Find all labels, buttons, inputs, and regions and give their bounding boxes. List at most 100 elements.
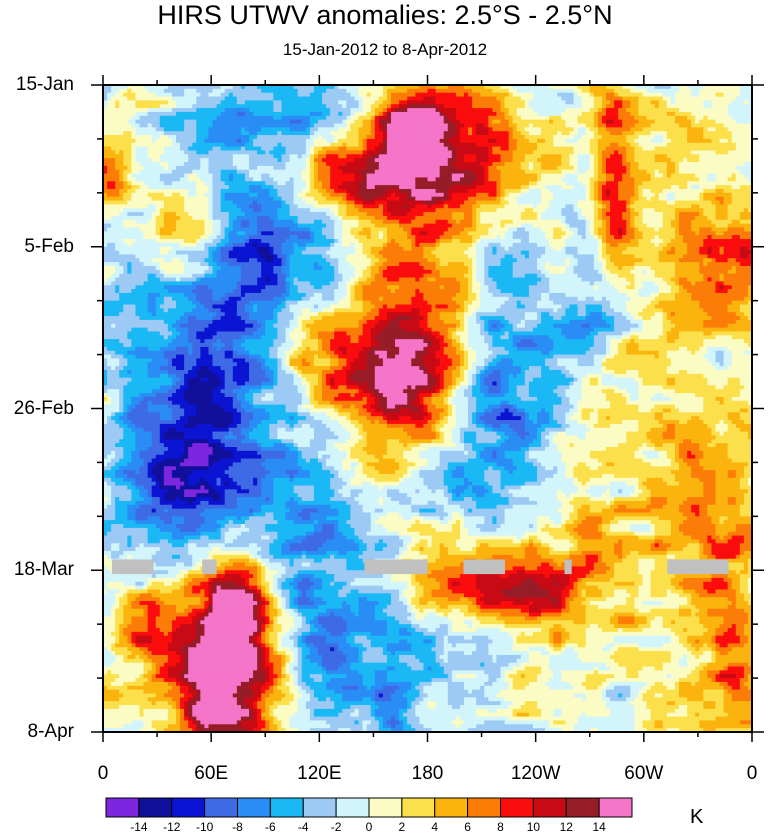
heatmap-cell bbox=[354, 120, 359, 124]
heatmap-cell bbox=[314, 93, 319, 97]
heatmap-cell bbox=[521, 100, 526, 104]
heatmap-cell bbox=[505, 89, 510, 93]
heatmap-cell bbox=[269, 112, 274, 116]
heatmap-cell bbox=[306, 89, 311, 93]
heatmap-cell bbox=[521, 127, 526, 131]
heatmap-cell bbox=[241, 100, 246, 104]
heatmap-cell bbox=[675, 89, 680, 93]
heatmap-cell bbox=[565, 89, 570, 93]
heatmap-cell bbox=[221, 97, 226, 101]
heatmap-cell bbox=[111, 97, 116, 101]
heatmap-cell bbox=[533, 89, 538, 93]
heatmap-cell bbox=[456, 93, 461, 97]
heatmap-cell bbox=[391, 93, 396, 97]
heatmap-cell bbox=[160, 112, 165, 116]
heatmap-cell bbox=[342, 131, 347, 135]
heatmap-cell bbox=[683, 116, 688, 120]
heatmap-cell bbox=[277, 100, 282, 104]
heatmap-cell bbox=[728, 108, 733, 112]
heatmap-cell bbox=[314, 89, 319, 93]
heatmap-cell bbox=[582, 108, 587, 112]
heatmap-cell bbox=[196, 131, 201, 135]
heatmap-cell bbox=[371, 120, 376, 124]
heatmap-cell bbox=[233, 116, 238, 120]
heatmap-cell bbox=[164, 89, 169, 93]
heatmap-cell bbox=[655, 108, 660, 112]
heatmap-cell bbox=[505, 124, 510, 128]
heatmap-cell bbox=[172, 104, 177, 108]
heatmap-cell bbox=[225, 120, 230, 124]
heatmap-cell bbox=[302, 127, 307, 131]
heatmap-cell bbox=[144, 120, 149, 124]
heatmap-cell bbox=[423, 97, 428, 101]
heatmap-cell bbox=[513, 89, 518, 93]
heatmap-cell bbox=[286, 100, 291, 104]
heatmap-cell bbox=[342, 120, 347, 124]
heatmap-cell bbox=[444, 104, 449, 108]
heatmap-cell bbox=[440, 124, 445, 128]
heatmap-cell bbox=[273, 127, 278, 131]
heatmap-cell bbox=[391, 97, 396, 101]
heatmap-cell bbox=[732, 93, 737, 97]
heatmap-cell bbox=[184, 116, 189, 120]
heatmap-cell bbox=[302, 124, 307, 128]
heatmap-cell bbox=[225, 97, 230, 101]
heatmap-cell bbox=[403, 124, 408, 128]
heatmap-cell bbox=[496, 97, 501, 101]
heatmap-cell bbox=[614, 100, 619, 104]
heatmap-cell bbox=[221, 100, 226, 104]
heatmap-cell bbox=[659, 89, 664, 93]
heatmap-cell bbox=[509, 100, 514, 104]
heatmap-cell bbox=[740, 120, 745, 124]
heatmap-cell bbox=[127, 89, 132, 93]
heatmap-cell bbox=[318, 89, 323, 93]
heatmap-cell bbox=[452, 100, 457, 104]
heatmap-cell bbox=[736, 108, 741, 112]
heatmap-cell bbox=[537, 120, 542, 124]
heatmap-cell bbox=[582, 104, 587, 108]
heatmap-cell bbox=[724, 120, 729, 124]
heatmap-cell bbox=[582, 120, 587, 124]
heatmap-cell bbox=[602, 124, 607, 128]
heatmap-cell bbox=[322, 104, 327, 108]
heatmap-cell bbox=[318, 124, 323, 128]
heatmap-cell bbox=[509, 116, 514, 120]
heatmap-cell bbox=[618, 112, 623, 116]
heatmap-cell bbox=[569, 104, 574, 108]
heatmap-cell bbox=[184, 100, 189, 104]
heatmap-cell bbox=[241, 127, 246, 131]
heatmap-cell bbox=[622, 116, 627, 120]
heatmap-cell bbox=[655, 89, 660, 93]
heatmap-cell bbox=[294, 131, 299, 135]
heatmap-cell bbox=[383, 124, 388, 128]
heatmap-cell bbox=[501, 112, 506, 116]
heatmap-cell bbox=[399, 100, 404, 104]
heatmap-cell bbox=[286, 108, 291, 112]
heatmap-cell bbox=[675, 93, 680, 97]
heatmap-cell bbox=[277, 93, 282, 97]
heatmap-cell bbox=[249, 104, 254, 108]
heatmap-cell bbox=[744, 100, 749, 104]
heatmap-cell bbox=[561, 97, 566, 101]
heatmap-cell bbox=[533, 100, 538, 104]
heatmap-cell bbox=[480, 100, 485, 104]
heatmap-cell bbox=[148, 124, 153, 128]
heatmap-cell bbox=[610, 100, 615, 104]
heatmap-cell bbox=[586, 112, 591, 116]
heatmap-cell bbox=[184, 104, 189, 108]
heatmap-cell bbox=[679, 104, 684, 108]
heatmap-cell bbox=[671, 93, 676, 97]
heatmap-cell bbox=[135, 97, 140, 101]
heatmap-cell bbox=[529, 127, 534, 131]
heatmap-cell bbox=[249, 124, 254, 128]
heatmap-cell bbox=[221, 93, 226, 97]
heatmap-cell bbox=[565, 112, 570, 116]
heatmap-cell bbox=[428, 104, 433, 108]
heatmap-cell bbox=[634, 112, 639, 116]
heatmap-cell bbox=[383, 116, 388, 120]
heatmap-cell bbox=[533, 97, 538, 101]
heatmap-cell bbox=[679, 120, 684, 124]
heatmap-cell bbox=[152, 93, 157, 97]
heatmap-cell bbox=[415, 116, 420, 120]
heatmap-cell bbox=[561, 104, 566, 108]
